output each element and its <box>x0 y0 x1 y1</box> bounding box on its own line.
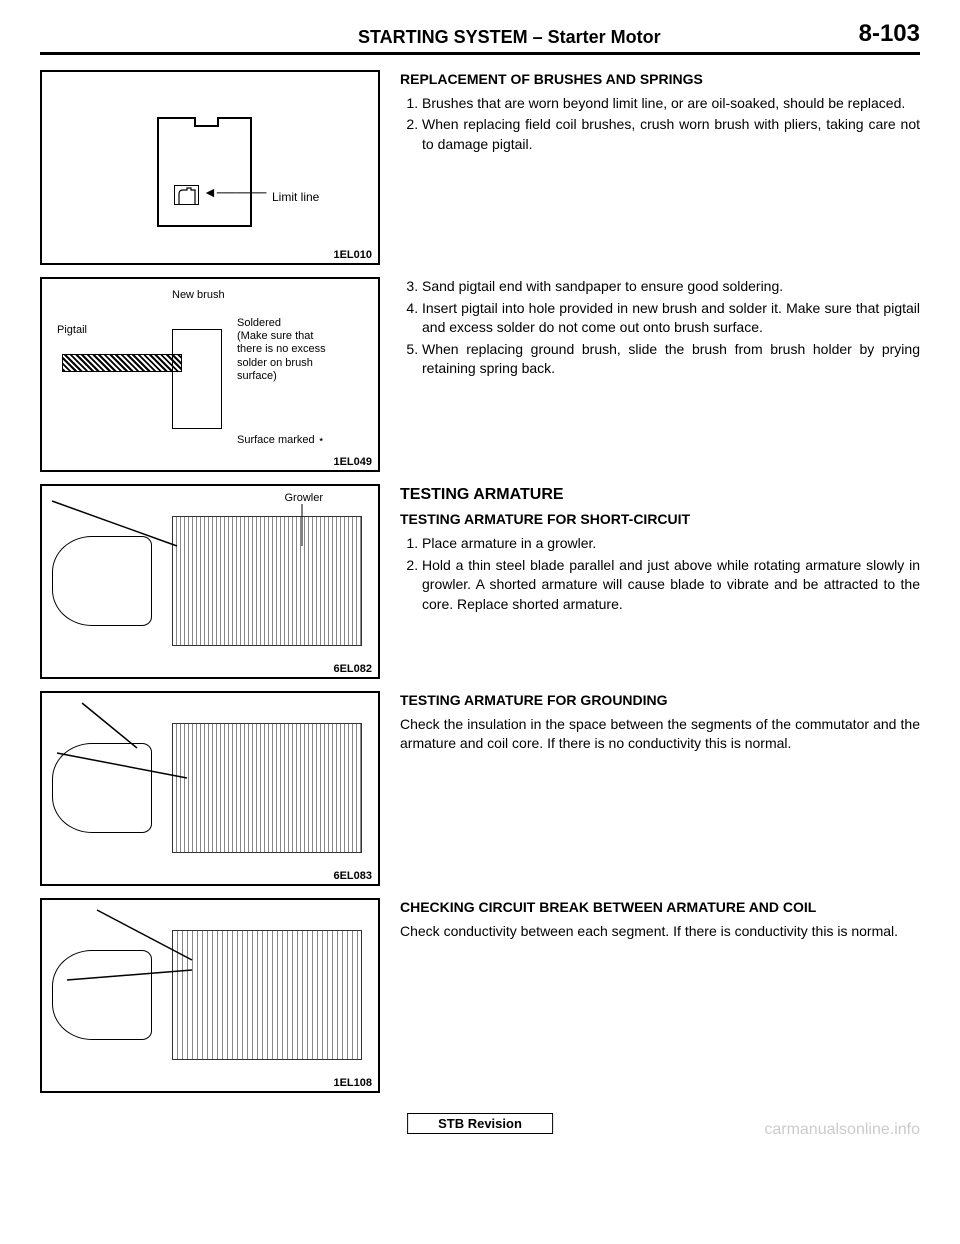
short-circuit-heading: TESTING ARMATURE FOR SHORT-CIRCUIT <box>400 510 920 530</box>
limit-line-label: Limit line <box>272 190 319 204</box>
figure-3-label: 6EL082 <box>333 663 372 675</box>
circuit-break-heading: CHECKING CIRCUIT BREAK BETWEEN ARMATURE … <box>400 898 920 918</box>
footer-revision: STB Revision <box>407 1113 553 1134</box>
replacement-heading: REPLACEMENT OF BRUSHES AND SPRINGS <box>400 70 920 90</box>
replacement-item-4: Insert pigtail into hole provided in new… <box>422 299 920 338</box>
figure-1-label: 1EL010 <box>333 249 372 261</box>
pigtail-label: Pigtail <box>57 324 87 337</box>
testing-armature-heading: TESTING ARMATURE <box>400 484 920 506</box>
figure-5: 1EL108 <box>40 898 380 1093</box>
figure-3-lines <box>42 486 382 681</box>
grounding-text: Check the insulation in the space betwee… <box>400 715 920 754</box>
pigtail-shape <box>62 354 182 372</box>
replacement-item-2: When replacing field coil brushes, crush… <box>422 115 920 154</box>
figure-4-lines <box>42 693 382 888</box>
arrow-icon: ◄───── <box>203 184 266 200</box>
figure-2: New brush Pigtail Soldered (Make sure th… <box>40 277 380 472</box>
brush-icon <box>174 185 199 205</box>
new-brush-label: New brush <box>172 289 225 302</box>
figure-5-lines <box>42 900 382 1095</box>
page-header: STARTING SYSTEM – Starter Motor 8-103 <box>40 20 920 55</box>
figure-2-label: 1EL049 <box>333 456 372 468</box>
figure-5-label: 1EL108 <box>333 1077 372 1089</box>
header-title: STARTING SYSTEM – Starter Motor <box>160 27 859 48</box>
circuit-break-text: Check conductivity between each segment.… <box>400 922 920 942</box>
figure-3: Growler 6EL082 <box>40 484 380 679</box>
page-number: 8-103 <box>859 20 920 48</box>
replacement-item-1: Brushes that are worn beyond limit line,… <box>422 94 920 114</box>
short-item-2: Hold a thin steel blade parallel and jus… <box>422 556 920 615</box>
watermark: carmanualsonline.info <box>764 1121 920 1139</box>
figure-1: ◄───── Limit line 1EL010 <box>40 70 380 265</box>
brush-shape <box>172 329 222 429</box>
replacement-item-3: Sand pigtail end with sandpaper to ensur… <box>422 277 920 297</box>
mitsubishi-icon: ⋆ <box>318 434 325 446</box>
short-item-1: Place armature in a growler. <box>422 534 920 554</box>
soldered-label: Soldered (Make sure that there is no exc… <box>237 317 367 383</box>
figure-4: 6EL083 <box>40 691 380 886</box>
figure-4-label: 6EL083 <box>333 870 372 882</box>
replacement-item-5: When replacing ground brush, slide the b… <box>422 340 920 379</box>
surface-marked-label: Surface marked ⋆ <box>237 434 325 447</box>
grounding-heading: TESTING ARMATURE FOR GROUNDING <box>400 691 920 711</box>
